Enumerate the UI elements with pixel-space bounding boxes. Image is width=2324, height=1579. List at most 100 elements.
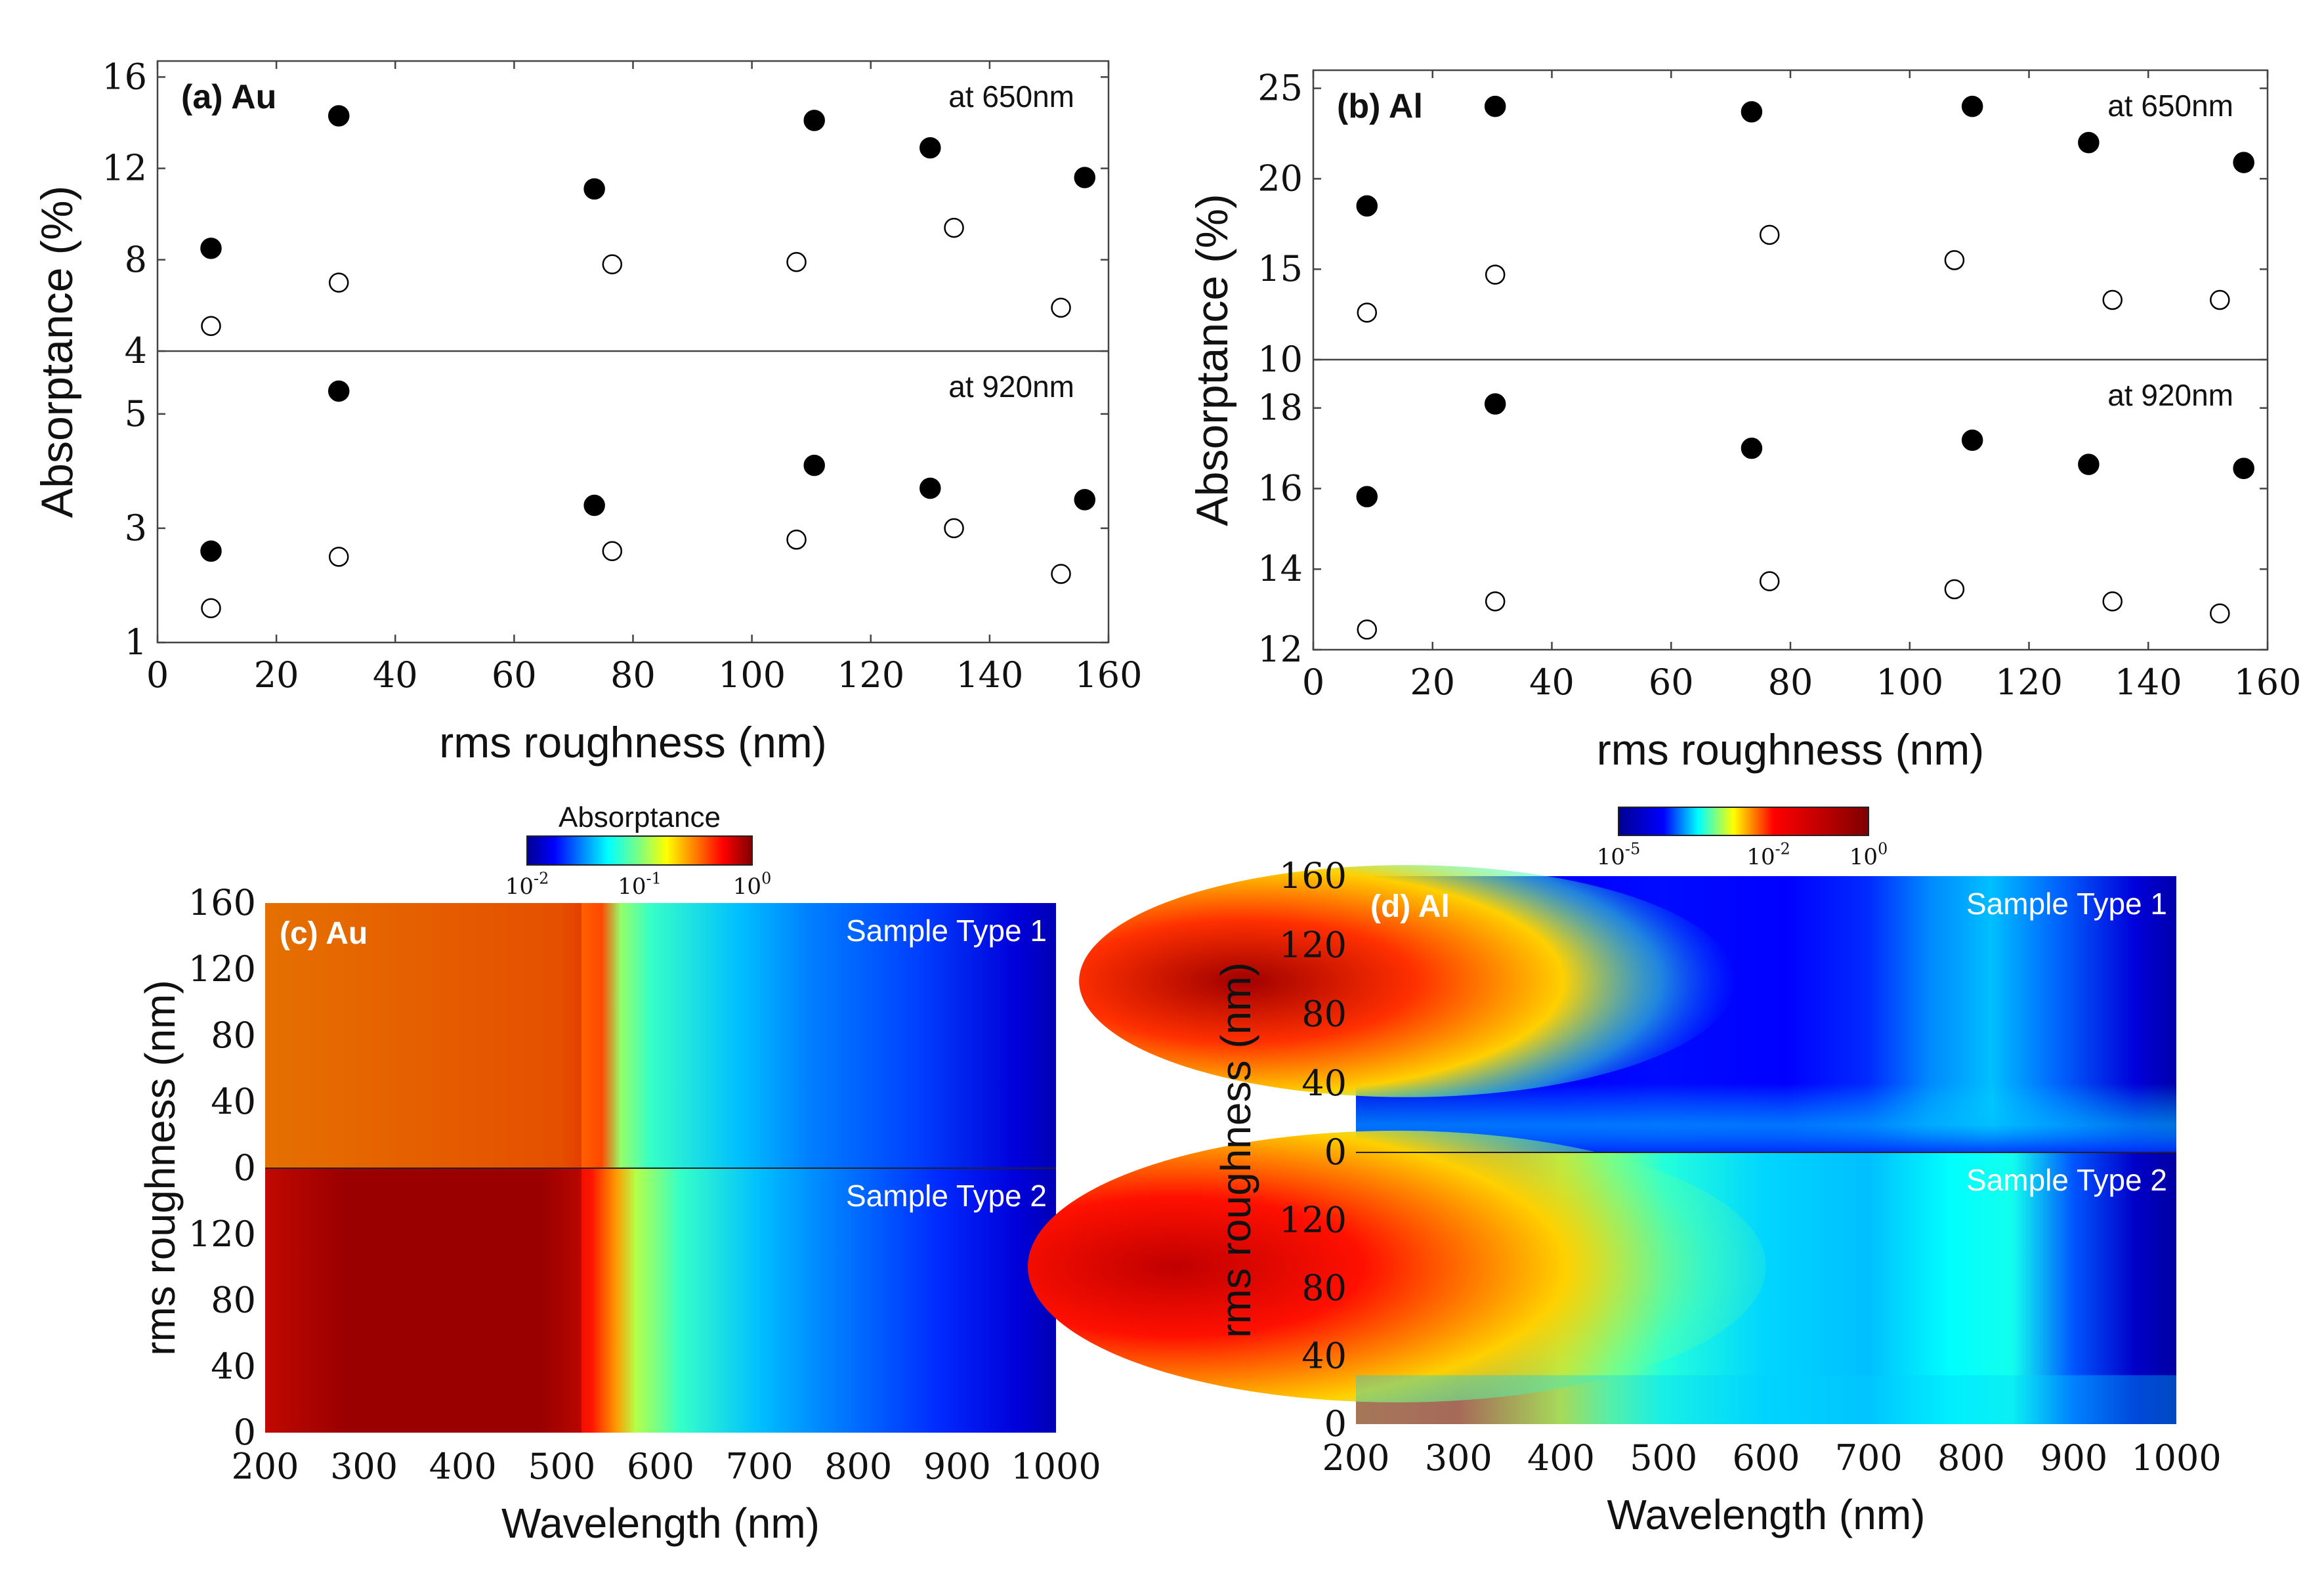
data-point-open xyxy=(786,530,807,550)
x-tick-label: 800 xyxy=(824,1446,892,1487)
sample-type-title: Sample Type 1 xyxy=(846,914,1047,948)
panel-label: (d) Al xyxy=(1370,889,1450,924)
annotation-wavelength: at 650nm xyxy=(948,79,1074,114)
x-tick-label: 1000 xyxy=(1011,1446,1101,1487)
x-tick-label: 400 xyxy=(1527,1437,1595,1479)
y-tick-label: 80 xyxy=(211,1015,256,1056)
data-point-open xyxy=(328,272,349,293)
y-tick-label: 20 xyxy=(1257,158,1303,199)
x-tick-label: 160 xyxy=(2233,662,2301,703)
data-point-open xyxy=(1759,224,1780,245)
x-tick-label: 500 xyxy=(528,1446,595,1487)
y-tick-label: 8 xyxy=(125,239,147,280)
panel-d: Sample Type 1 Sample Type 2 0 40 80 120 160 0 40… xyxy=(1028,855,2222,1538)
annotation-wavelength: at 650nm xyxy=(2107,89,2233,123)
panel-a: 4 8 12 16 at 650nm 1 3 5 at 920nm 0 20 40 60 80 100 120… xyxy=(32,56,1143,767)
data-point-filled xyxy=(919,477,941,499)
sample-type-title: Sample Type 2 xyxy=(1966,1163,2167,1197)
data-point-filled xyxy=(803,110,825,131)
y-tick-label: 0 xyxy=(1324,1403,1347,1444)
y-tick-label: 80 xyxy=(1301,994,1347,1035)
data-point-open xyxy=(1944,579,1965,600)
data-point-filled xyxy=(1484,95,1506,117)
x-tick-label: 40 xyxy=(1529,662,1574,703)
y-tick-label: 5 xyxy=(125,393,147,434)
data-point-open xyxy=(1759,571,1780,591)
colorbar-c: Absorptance 10-2 10-1 100 xyxy=(505,801,771,900)
sample-type-title: Sample Type 2 xyxy=(846,1179,1047,1213)
x-tick-label: 300 xyxy=(1425,1437,1492,1479)
y-tick-label: 4 xyxy=(125,330,147,371)
y-tick-label: 12 xyxy=(102,148,147,189)
x-tick-label: 700 xyxy=(1835,1437,1903,1479)
x-tick-label: 20 xyxy=(1410,662,1455,703)
colorbar-bar xyxy=(526,835,753,866)
colorbar-tick-label: 10-2 xyxy=(1746,840,1790,870)
y-tick-label: 12 xyxy=(1257,629,1303,670)
x-tick-label: 300 xyxy=(330,1446,398,1487)
y-tick-label: 120 xyxy=(188,1213,256,1255)
data-point-open xyxy=(1357,303,1378,323)
x-tick-label: 500 xyxy=(1630,1437,1697,1479)
data-point-open xyxy=(602,254,623,274)
y-tick-label: 80 xyxy=(211,1280,256,1321)
data-point-filled xyxy=(1961,429,1983,452)
x-tick-label: 200 xyxy=(1322,1437,1389,1479)
data-point-open xyxy=(328,547,349,567)
y-tick-label: 40 xyxy=(211,1081,256,1122)
colorbar-tick-label: 100 xyxy=(1849,840,1888,870)
y-axis-title: rms roughness (nm) xyxy=(1212,962,1259,1338)
colorbar-tick-label: 10-1 xyxy=(618,870,661,900)
x-tick-label: 100 xyxy=(1876,662,1943,703)
data-point-open xyxy=(201,598,221,619)
x-tick-label: 900 xyxy=(2040,1437,2107,1479)
annotation-wavelength: at 920nm xyxy=(948,369,1074,404)
colorbar-tick-label: 100 xyxy=(733,870,771,900)
data-point-open xyxy=(602,541,623,561)
y-tick-label: 16 xyxy=(102,56,147,97)
y-tick-label: 15 xyxy=(1257,248,1303,289)
data-point-open xyxy=(1357,620,1378,640)
y-tick-label: 0 xyxy=(1324,1131,1347,1173)
data-point-filled xyxy=(2233,152,2254,173)
y-tick-label: 3 xyxy=(125,507,147,549)
heatmap-shade xyxy=(1356,1375,2176,1424)
panel-b: 10 15 20 25 at 650nm 12 14 16 18 at 920nm 0 20 40 60 8… xyxy=(1187,68,2302,774)
data-point-filled xyxy=(919,137,941,159)
y-axis-title: Absorptance (%) xyxy=(1187,194,1237,526)
colorbar-bar xyxy=(1618,807,1869,836)
x-tick-label: 600 xyxy=(1732,1437,1800,1479)
x-tick-label: 20 xyxy=(254,654,299,696)
x-tick-label: 600 xyxy=(627,1446,694,1487)
data-point-filled xyxy=(1961,95,1983,117)
y-tick-label: 120 xyxy=(1279,924,1347,965)
x-axis-title: rms roughness (nm) xyxy=(1597,725,1985,774)
x-axis-title: Wavelength (nm) xyxy=(501,1500,820,1547)
data-point-open xyxy=(2102,289,2123,310)
y-tick-label: 40 xyxy=(1301,1336,1347,1377)
y-tick-label: 80 xyxy=(1301,1267,1347,1309)
data-point-filled xyxy=(200,540,222,562)
data-point-open xyxy=(1485,264,1506,285)
data-point-open xyxy=(1051,297,1071,318)
data-point-open xyxy=(944,217,964,238)
y-tick-label: 0 xyxy=(234,1412,256,1453)
x-tick-label: 80 xyxy=(610,654,656,696)
x-tick-label: 0 xyxy=(146,654,169,696)
data-point-filled xyxy=(583,178,605,200)
data-point-open xyxy=(1485,591,1506,612)
colorbar-title: Absorptance xyxy=(559,801,721,833)
data-point-filled xyxy=(1356,195,1378,217)
y-tick-label: 120 xyxy=(188,948,256,990)
x-tick-label: 120 xyxy=(1995,662,2063,703)
data-point-filled xyxy=(2078,132,2100,154)
data-point-open xyxy=(2210,603,2230,623)
heatmap-band xyxy=(265,903,1056,1168)
x-tick-label: 900 xyxy=(923,1446,991,1487)
y-tick-label: 1 xyxy=(125,621,147,663)
data-point-open xyxy=(2210,289,2230,310)
colorbar-tick-label: 10-5 xyxy=(1597,840,1640,870)
y-tick-label: 18 xyxy=(1257,387,1303,429)
heatmap-shade xyxy=(265,1168,581,1433)
data-point-filled xyxy=(1356,486,1378,507)
